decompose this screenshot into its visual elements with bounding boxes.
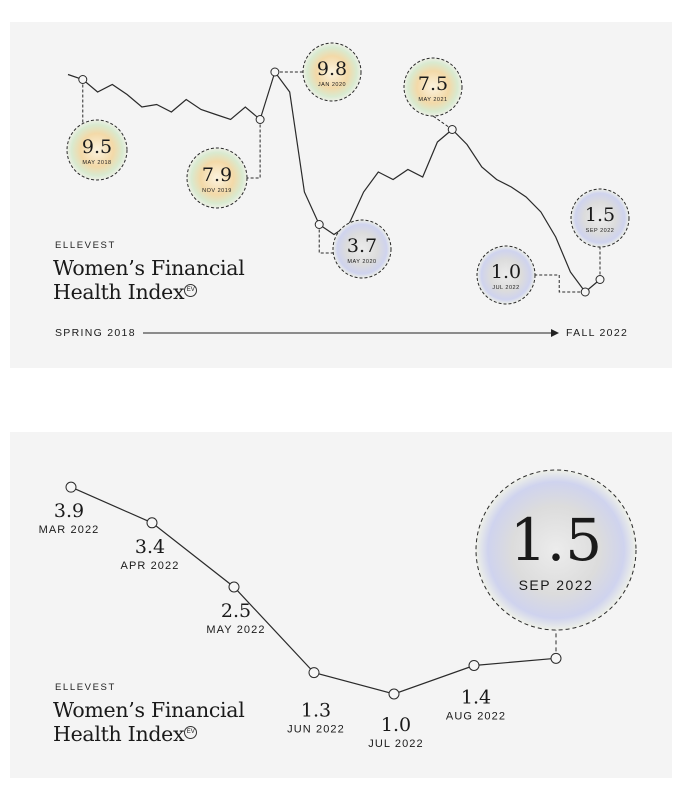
highlight-date: SEP 2022 (519, 577, 594, 593)
annotation-bubble (570, 188, 630, 248)
axis-start-label: SPRING 2018 (55, 327, 136, 339)
title-line-2: Health Index (53, 280, 185, 304)
point-value-label: 3.4 (135, 536, 165, 558)
data-point-marker (255, 115, 265, 124)
ev-trademark: EV (184, 284, 198, 298)
point-date-label: JUN 2022 (287, 724, 345, 736)
annotation-date: JUL 2022 (492, 285, 519, 291)
annotation-leader (432, 115, 453, 130)
point-date-label: MAY 2022 (206, 624, 265, 636)
title-line-1: Women’s Financial (53, 256, 245, 280)
brand-name: ELLEVEST (55, 682, 116, 693)
annotation-date: NOV 2019 (202, 188, 232, 194)
data-point-marker (78, 75, 88, 84)
title-line-2: Health Index (53, 722, 185, 746)
point-date-label: APR 2022 (121, 560, 180, 572)
annotation-value: 3.7 (347, 235, 377, 257)
annotation-bubble (403, 57, 463, 117)
title-line-1: Women’s Financial (53, 698, 245, 722)
point-value-label: 2.5 (221, 600, 251, 622)
annotation-value: 9.5 (82, 136, 112, 158)
annotation-bubble (66, 119, 128, 181)
data-point-marker (146, 517, 158, 529)
annotation-value: 1.5 (585, 204, 615, 226)
data-point-marker (468, 659, 480, 671)
highlight-value: 1.5 (510, 506, 602, 574)
annotation-leader (535, 274, 586, 293)
brand-name: ELLEVEST (55, 240, 116, 251)
annotation-leader (247, 119, 261, 179)
annotation-date: MAY 2021 (418, 97, 447, 103)
top-series-line (67, 70, 601, 293)
point-date-label: MAR 2022 (39, 524, 100, 536)
top-line-chart: 9.5 MAY 2018 7.9 NOV 2019 9.8 JAN 2020 3.7 MAY … (66, 42, 630, 337)
point-date-label: AUG 2022 (446, 710, 506, 722)
point-value-label: 3.9 (54, 500, 84, 522)
point-value-label: 1.3 (301, 700, 331, 722)
annotation-value: 7.9 (202, 164, 232, 186)
data-point-marker (228, 581, 240, 593)
data-point-marker (580, 287, 590, 297)
data-point-marker (388, 688, 400, 700)
annotation-bubble (302, 42, 362, 102)
annotation-value: 1.0 (491, 261, 521, 283)
annotation-date: MAY 2018 (82, 160, 111, 166)
annotation-date: SEP 2022 (586, 228, 615, 234)
data-point-marker (65, 481, 77, 493)
data-point-marker (550, 652, 562, 664)
annotation-date: JAN 2020 (318, 82, 346, 88)
top-chart-panel: 9.5 MAY 2018 7.9 NOV 2019 9.8 JAN 2020 3.7 MAY … (10, 22, 672, 368)
annotation-value: 7.5 (418, 73, 448, 95)
annotation-bubble (332, 219, 392, 279)
bottom-chart-panel: 1.5 SEP 2022 3.9 MAR 2022 3.4 APR 2022 2.5 MAY … (10, 432, 672, 778)
highlight-bubble (475, 469, 637, 631)
annotation-value: 9.8 (317, 58, 347, 80)
chart-title: Women’s Financial Health Index EV (53, 256, 245, 304)
ev-trademark: EV (184, 726, 198, 740)
chart-title: Women’s Financial Health Index EV (53, 698, 245, 746)
point-date-label: JUL 2022 (368, 738, 423, 750)
data-point-marker (270, 67, 280, 77)
point-value-label: 1.4 (461, 686, 491, 708)
data-point-marker (308, 667, 320, 679)
annotation-bubble (476, 245, 536, 305)
data-point-marker (595, 275, 605, 284)
bottom-line-chart: 1.5 SEP 2022 3.9 MAR 2022 3.4 APR 2022 2.5 MAY … (39, 469, 637, 750)
data-point-marker (314, 220, 324, 229)
annotation-bubble (186, 147, 248, 209)
data-point-marker (447, 125, 457, 134)
annotation-leader (318, 224, 333, 254)
point-value-label: 1.0 (381, 714, 411, 736)
annotation-date: MAY 2020 (347, 259, 376, 265)
axis-end-label: FALL 2022 (566, 327, 629, 339)
